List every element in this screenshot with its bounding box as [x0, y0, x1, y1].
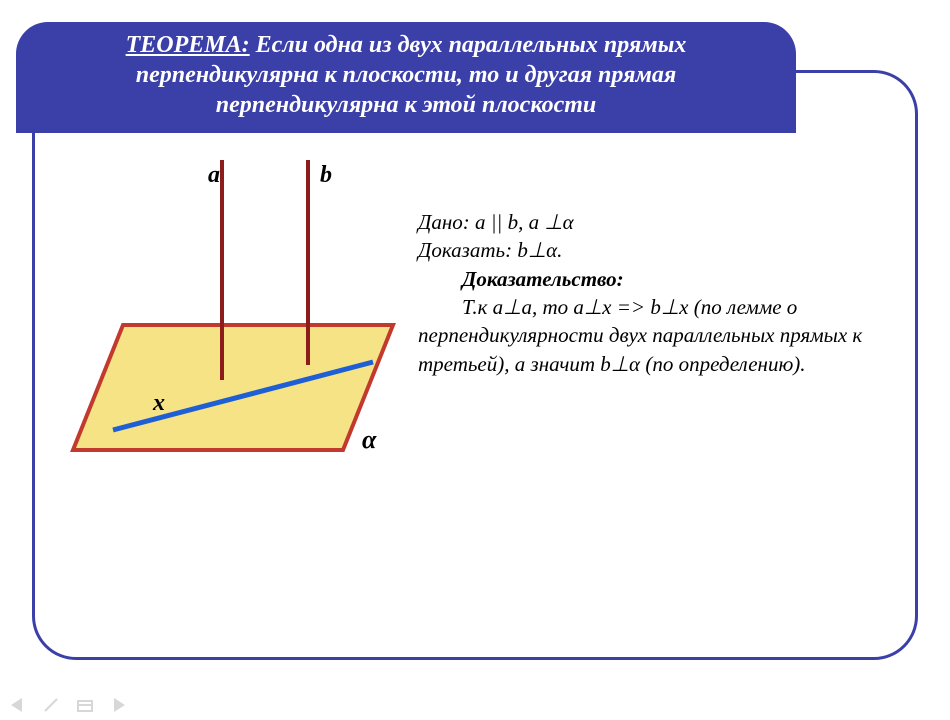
- given-text: a || b, a ⊥α: [475, 210, 574, 234]
- title-underline: [16, 128, 796, 133]
- geometry-diagram: a b x α: [58, 150, 408, 470]
- pen-icon[interactable]: [42, 696, 60, 714]
- theorem-label: ТЕОРЕМА:: [126, 32, 250, 58]
- prove-label: Доказать:: [418, 238, 512, 262]
- proof-block: Дано: a || b, a ⊥α Доказать: b⊥α. Доказа…: [418, 208, 918, 378]
- proof-body: Т.к a⊥a, то a⊥x => b⊥x (по лемме о перпе…: [418, 293, 918, 378]
- label-x: x: [152, 390, 165, 416]
- label-alpha: α: [362, 425, 377, 454]
- prove-text: b⊥α.: [517, 238, 562, 262]
- proof-heading-line: Доказательство:: [418, 265, 918, 293]
- next-icon[interactable]: [110, 696, 128, 714]
- menu-icon[interactable]: [76, 696, 94, 714]
- proof-heading: Доказательство:: [462, 267, 624, 291]
- given-label: Дано:: [418, 210, 470, 234]
- plane-alpha: [73, 325, 393, 450]
- prev-icon[interactable]: [8, 696, 26, 714]
- label-b: b: [320, 162, 332, 188]
- label-a: a: [208, 162, 220, 188]
- theorem-title-banner: ТЕОРЕМА: Если одна из двух параллельных …: [16, 22, 796, 130]
- prove-line: Доказать: b⊥α.: [418, 236, 918, 264]
- given-line: Дано: a || b, a ⊥α: [418, 208, 918, 236]
- nav-controls: [8, 696, 128, 714]
